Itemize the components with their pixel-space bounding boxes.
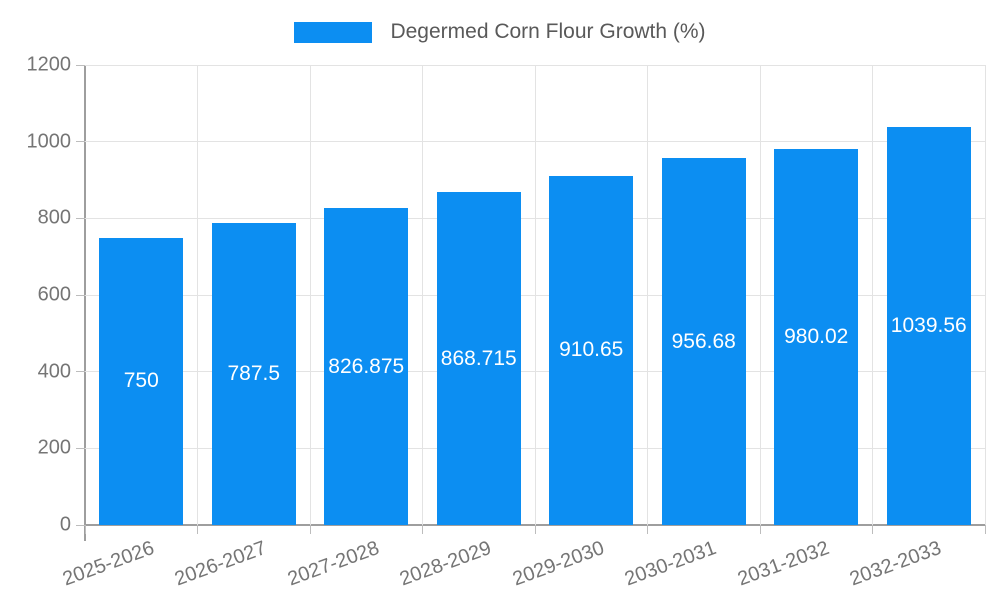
gridline-v — [534, 65, 536, 525]
legend-label: Degermed Corn Flour Growth (%) — [390, 20, 706, 43]
bar: 980.02 — [774, 149, 859, 525]
gridline-v — [759, 65, 761, 525]
bar: 826.875 — [324, 208, 409, 525]
legend[interactable]: Degermed Corn Flour Growth (%) — [0, 20, 1000, 44]
plot-area: 0 200 400 600 800 1000 1200 750 2025-2026 787.5 20… — [27, 54, 986, 590]
y-tick-label: 1000 — [26, 130, 72, 153]
y-tick-label: 200 — [37, 436, 71, 459]
gridline-v — [984, 65, 986, 525]
x-tick-mark — [647, 525, 648, 534]
bar-value-label: 868.715 — [440, 346, 517, 370]
bar-value-label: 826.875 — [328, 354, 405, 378]
x-tick-mark — [84, 525, 86, 534]
bar-value-label: 956.68 — [671, 329, 736, 353]
x-tick-mark — [534, 525, 536, 534]
bar-value-label: 1039.56 — [890, 313, 967, 337]
y-tick-mark — [76, 141, 85, 143]
x-tick-label: 2027-2028 — [284, 537, 382, 591]
y-tick-label: 800 — [37, 206, 71, 229]
x-tick-mark — [759, 525, 761, 534]
bar-value-label: 787.5 — [227, 362, 281, 386]
y-tick-label: 400 — [37, 360, 71, 383]
bar: 1039.56 — [886, 126, 971, 525]
x-tick-label: 2031-2032 — [734, 537, 832, 591]
bar-value-label: 910.65 — [559, 338, 624, 362]
gridline-v — [197, 65, 198, 525]
bar: 868.715 — [436, 192, 521, 525]
bar-value-label: 750 — [123, 369, 159, 393]
x-tick-mark — [309, 525, 311, 534]
y-axis-line — [84, 65, 86, 541]
x-tick-mark — [984, 525, 986, 534]
bar: 910.65 — [549, 175, 634, 525]
x-tick-label: 2025-2026 — [59, 537, 157, 591]
bar: 787.5 — [211, 223, 296, 525]
x-tick-mark — [872, 525, 873, 534]
y-tick-mark — [76, 371, 85, 373]
x-tick-label: 2026-2027 — [171, 537, 270, 591]
legend-swatch — [294, 21, 373, 43]
x-tick-label: 2032-2033 — [846, 537, 945, 591]
x-tick-label: 2028-2029 — [396, 537, 495, 591]
x-tick-mark — [422, 525, 423, 534]
x-tick-label: 2030-2031 — [621, 537, 720, 591]
y-tick-label: 1200 — [26, 53, 72, 76]
y-tick-mark — [76, 64, 85, 66]
y-tick-label: 600 — [37, 283, 71, 306]
y-tick-mark — [76, 217, 85, 219]
y-tick-mark — [76, 447, 85, 449]
x-tick-label: 2029-2030 — [509, 537, 607, 591]
y-tick-mark — [76, 524, 85, 526]
bar: 750 — [99, 237, 184, 525]
x-tick-mark — [197, 525, 198, 534]
y-tick-label: 0 — [59, 513, 71, 536]
gridline-v — [647, 65, 648, 525]
gridline-v — [422, 65, 423, 525]
y-tick-mark — [76, 294, 85, 296]
bar-value-label: 980.02 — [784, 325, 849, 349]
gridline-v — [309, 65, 311, 525]
bar: 956.68 — [661, 158, 746, 525]
gridline-v — [872, 65, 873, 525]
